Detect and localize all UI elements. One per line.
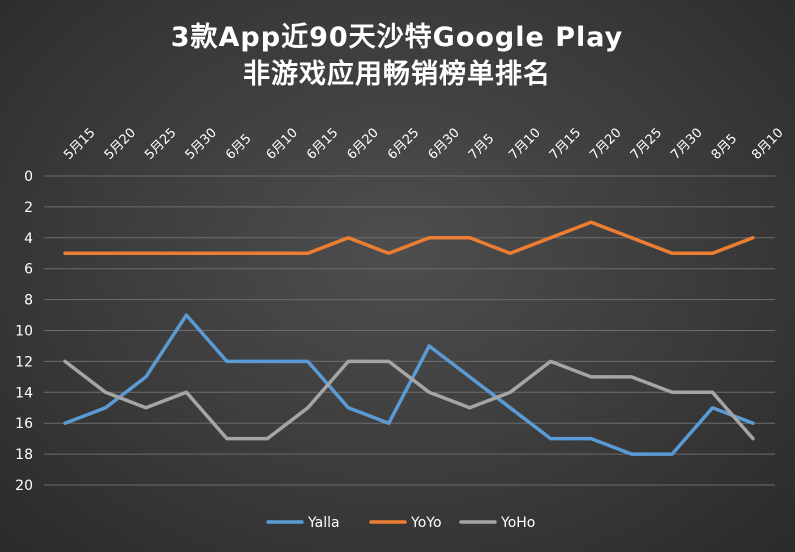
y-tick-label: 18 bbox=[15, 447, 33, 463]
y-tick-label: 4 bbox=[24, 231, 33, 247]
x-tick-label: 5月15 bbox=[61, 125, 98, 162]
gridlines bbox=[44, 175, 775, 486]
x-tick-label: 6月5 bbox=[223, 131, 254, 162]
y-tick-label: 12 bbox=[15, 354, 33, 370]
legend: Yalla YoYo YoHo bbox=[266, 515, 535, 531]
x-tick-label: 6月25 bbox=[385, 125, 422, 162]
chart-title-line-2: 非游戏应用畅销榜单排名 bbox=[243, 58, 551, 90]
y-tick-label: 10 bbox=[15, 324, 33, 340]
y-tick-label: 14 bbox=[15, 385, 33, 401]
x-tick-label: 7月10 bbox=[506, 125, 543, 162]
series-lines bbox=[63, 220, 755, 456]
x-tick-label: 8月10 bbox=[749, 125, 786, 162]
legend-label-yoho: YoHo bbox=[500, 515, 535, 531]
y-tick-label: 6 bbox=[24, 262, 33, 278]
x-tick-label: 7月20 bbox=[587, 125, 624, 162]
x-tick-label: 8月5 bbox=[709, 131, 740, 162]
x-axis-ticks: 5月15 5月20 5月25 5月30 6月5 6月10 6月15 6月20 6月25 6月30 7… bbox=[61, 125, 786, 162]
y-axis-ticks: 0 2 4 6 8 10 12 14 16 18 20 bbox=[15, 169, 33, 494]
x-tick-label: 6月15 bbox=[304, 125, 341, 162]
x-tick-label: 5月20 bbox=[102, 125, 139, 162]
y-tick-label: 0 bbox=[24, 169, 33, 185]
x-tick-label: 7月15 bbox=[547, 125, 584, 162]
y-tick-label: 8 bbox=[24, 293, 33, 309]
x-tick-label: 5月30 bbox=[183, 125, 220, 162]
y-tick-label: 2 bbox=[24, 200, 33, 216]
legend-label-yalla: Yalla bbox=[307, 515, 340, 531]
chart-title: 3款App近90天沙特Google Play 非游戏应用畅销榜单排名 bbox=[171, 22, 624, 90]
y-tick-label: 16 bbox=[15, 416, 33, 432]
y-tick-label: 20 bbox=[15, 478, 33, 494]
x-tick-label: 7月25 bbox=[628, 125, 665, 162]
legend-label-yoyo: YoYo bbox=[410, 515, 442, 531]
series-line-yoho bbox=[63, 359, 755, 441]
x-tick-label: 6月20 bbox=[345, 125, 382, 162]
x-tick-label: 6月30 bbox=[425, 125, 462, 162]
x-tick-label: 7月30 bbox=[668, 125, 705, 162]
chart-title-line-1: 3款App近90天沙特Google Play bbox=[171, 22, 624, 53]
series-line-yoyo bbox=[63, 220, 755, 256]
x-tick-label: 6月10 bbox=[264, 125, 301, 162]
x-tick-label: 7月5 bbox=[466, 131, 497, 162]
x-tick-label: 5月25 bbox=[142, 125, 179, 162]
series-line-yalla bbox=[63, 313, 755, 456]
